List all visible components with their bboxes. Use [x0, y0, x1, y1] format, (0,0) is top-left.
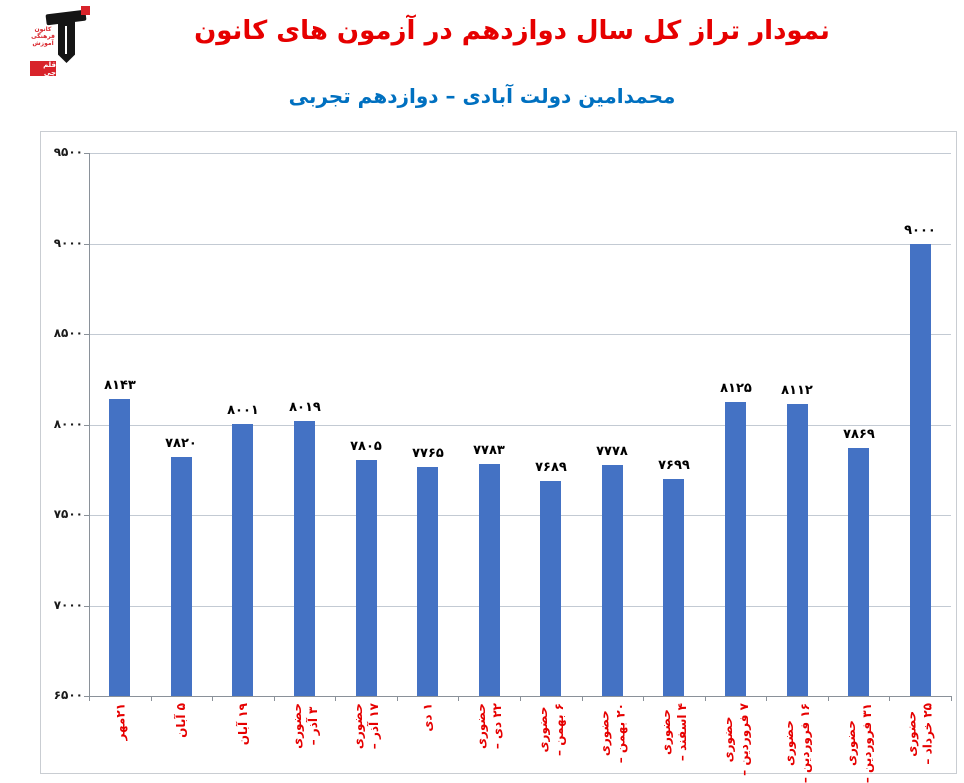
logo-text: کانون فرهنگی آموزش — [30, 26, 56, 47]
bar-value-label: ۷۷۸۳ — [473, 443, 505, 458]
gridline — [89, 153, 951, 154]
gridline — [89, 244, 951, 245]
logo-text-line: فرهنگی — [31, 33, 55, 40]
x-tick-mark — [397, 696, 398, 701]
bar — [232, 424, 253, 696]
bar — [356, 460, 377, 696]
logo-text-line: آموزش — [32, 40, 54, 47]
logo-badge: قلم چی — [30, 61, 56, 77]
bar-value-label: ۷۷۷۸ — [596, 444, 628, 459]
bar-value-label: ۸۱۲۵ — [720, 381, 752, 396]
x-tick-mark — [274, 696, 275, 701]
logo-text-line: کانون — [34, 26, 52, 33]
y-tick-mark — [84, 153, 89, 154]
y-axis-tick-label: ۹۵۰۰ — [53, 145, 83, 159]
x-tick-mark — [643, 696, 644, 701]
x-axis-category-label: ۱ دی — [421, 703, 435, 732]
y-axis-tick-label: ۸۵۰۰ — [53, 326, 83, 340]
y-axis-tick-label: ۶۵۰۰ — [53, 688, 83, 702]
x-axis-category-label: حضوری ۲۲ دی – — [474, 703, 504, 750]
x-axis-category-label: حضوری ۱۷ آذر – — [351, 703, 381, 750]
y-tick-mark — [84, 515, 89, 516]
x-tick-mark — [458, 696, 459, 701]
x-tick-mark — [828, 696, 829, 701]
bar-value-label: ۹۰۰۰ — [904, 223, 936, 238]
bar — [540, 481, 561, 696]
y-axis-tick-label: ۷۰۰۰ — [53, 598, 83, 612]
x-axis-category-label: حضوری ۲۰ بهمن – — [597, 703, 627, 764]
bar — [725, 402, 746, 696]
bar — [848, 448, 869, 696]
chart-subtitle: محمدامین دولت آبادی – دوازدهم تجربی — [288, 84, 676, 108]
bar-value-label: ۷۶۸۹ — [535, 460, 567, 475]
gridline — [89, 425, 951, 426]
bar — [479, 464, 500, 696]
x-axis-category-label: حضوری ۴ اسفند – — [659, 703, 689, 762]
kanoon-logo: کانون فرهنگی آموزش قلم چی — [30, 6, 92, 77]
x-axis-category-label: حضوری ۱۶ فروردین – — [782, 703, 812, 783]
x-tick-mark — [582, 696, 583, 701]
x-tick-mark — [520, 696, 521, 701]
x-tick-mark — [705, 696, 706, 701]
bar-value-label: ۷۸۰۵ — [350, 439, 382, 454]
x-axis-category-label: حضوری ۳۱ فروردین – — [844, 703, 874, 783]
bar-value-label: ۷۶۹۹ — [658, 458, 690, 473]
y-tick-mark — [84, 244, 89, 245]
y-tick-mark — [84, 606, 89, 607]
bar — [787, 404, 808, 696]
y-axis-line — [89, 153, 90, 696]
x-tick-mark — [335, 696, 336, 701]
x-tick-mark — [212, 696, 213, 701]
x-tick-mark — [89, 696, 90, 701]
x-axis-category-label: حضوری ۶ بهمن – — [536, 703, 566, 756]
bar-value-label: ۷۷۶۵ — [412, 446, 444, 461]
x-tick-mark — [766, 696, 767, 701]
bar-value-label: ۸۱۴۳ — [104, 378, 136, 393]
y-tick-mark — [84, 334, 89, 335]
x-axis-category-label: حضوری ۳ آذر – — [290, 703, 320, 749]
x-tick-mark — [889, 696, 890, 701]
bar — [417, 467, 438, 696]
gridline — [89, 606, 951, 607]
x-axis-category-label: ۲۱مهر — [113, 703, 127, 741]
bar-value-label: ۷۸۶۹ — [843, 427, 875, 442]
x-tick-mark — [151, 696, 152, 701]
bar — [294, 421, 315, 696]
gridline — [89, 515, 951, 516]
bar — [910, 244, 931, 696]
bar — [171, 457, 192, 696]
x-axis-category-label: ۵ آبان — [174, 703, 188, 738]
bar — [109, 399, 130, 696]
x-axis-category-label: حضوری ۲۵ خرداد – — [905, 703, 935, 765]
gridline — [89, 334, 951, 335]
logo-red-flag — [81, 6, 90, 15]
x-tick-mark — [951, 696, 952, 701]
y-tick-mark — [84, 425, 89, 426]
bar-value-label: ۸۰۱۹ — [289, 400, 321, 415]
x-axis-category-label: ۱۹ آبان — [236, 703, 250, 746]
bar-value-label: ۸۱۱۲ — [781, 383, 813, 398]
pencil-slit — [65, 26, 67, 54]
y-axis-tick-label: ۷۵۰۰ — [53, 507, 83, 521]
y-axis-tick-label: ۸۰۰۰ — [53, 417, 83, 431]
bar — [602, 465, 623, 696]
y-tick-mark — [84, 696, 89, 697]
chart-title: نمودار تراز کل سال دوازدهم در آزمون های … — [194, 16, 830, 46]
x-axis-category-label: حضوری ۷ فروردین – — [721, 703, 751, 776]
bar-value-label: ۷۸۲۰ — [165, 436, 197, 451]
y-axis-tick-label: ۹۰۰۰ — [53, 236, 83, 250]
bar-chart: ۹۵۰۰ ۹۰۰۰ ۸۵۰۰ ۸۰۰۰ ۷۵۰۰ ۷۰۰۰ ۶۵۰۰ ۸۱۴۳ ۲۱مهر ۷۸۲… — [40, 131, 957, 783]
bar-value-label: ۸۰۰۱ — [227, 403, 259, 418]
bar — [663, 479, 684, 696]
